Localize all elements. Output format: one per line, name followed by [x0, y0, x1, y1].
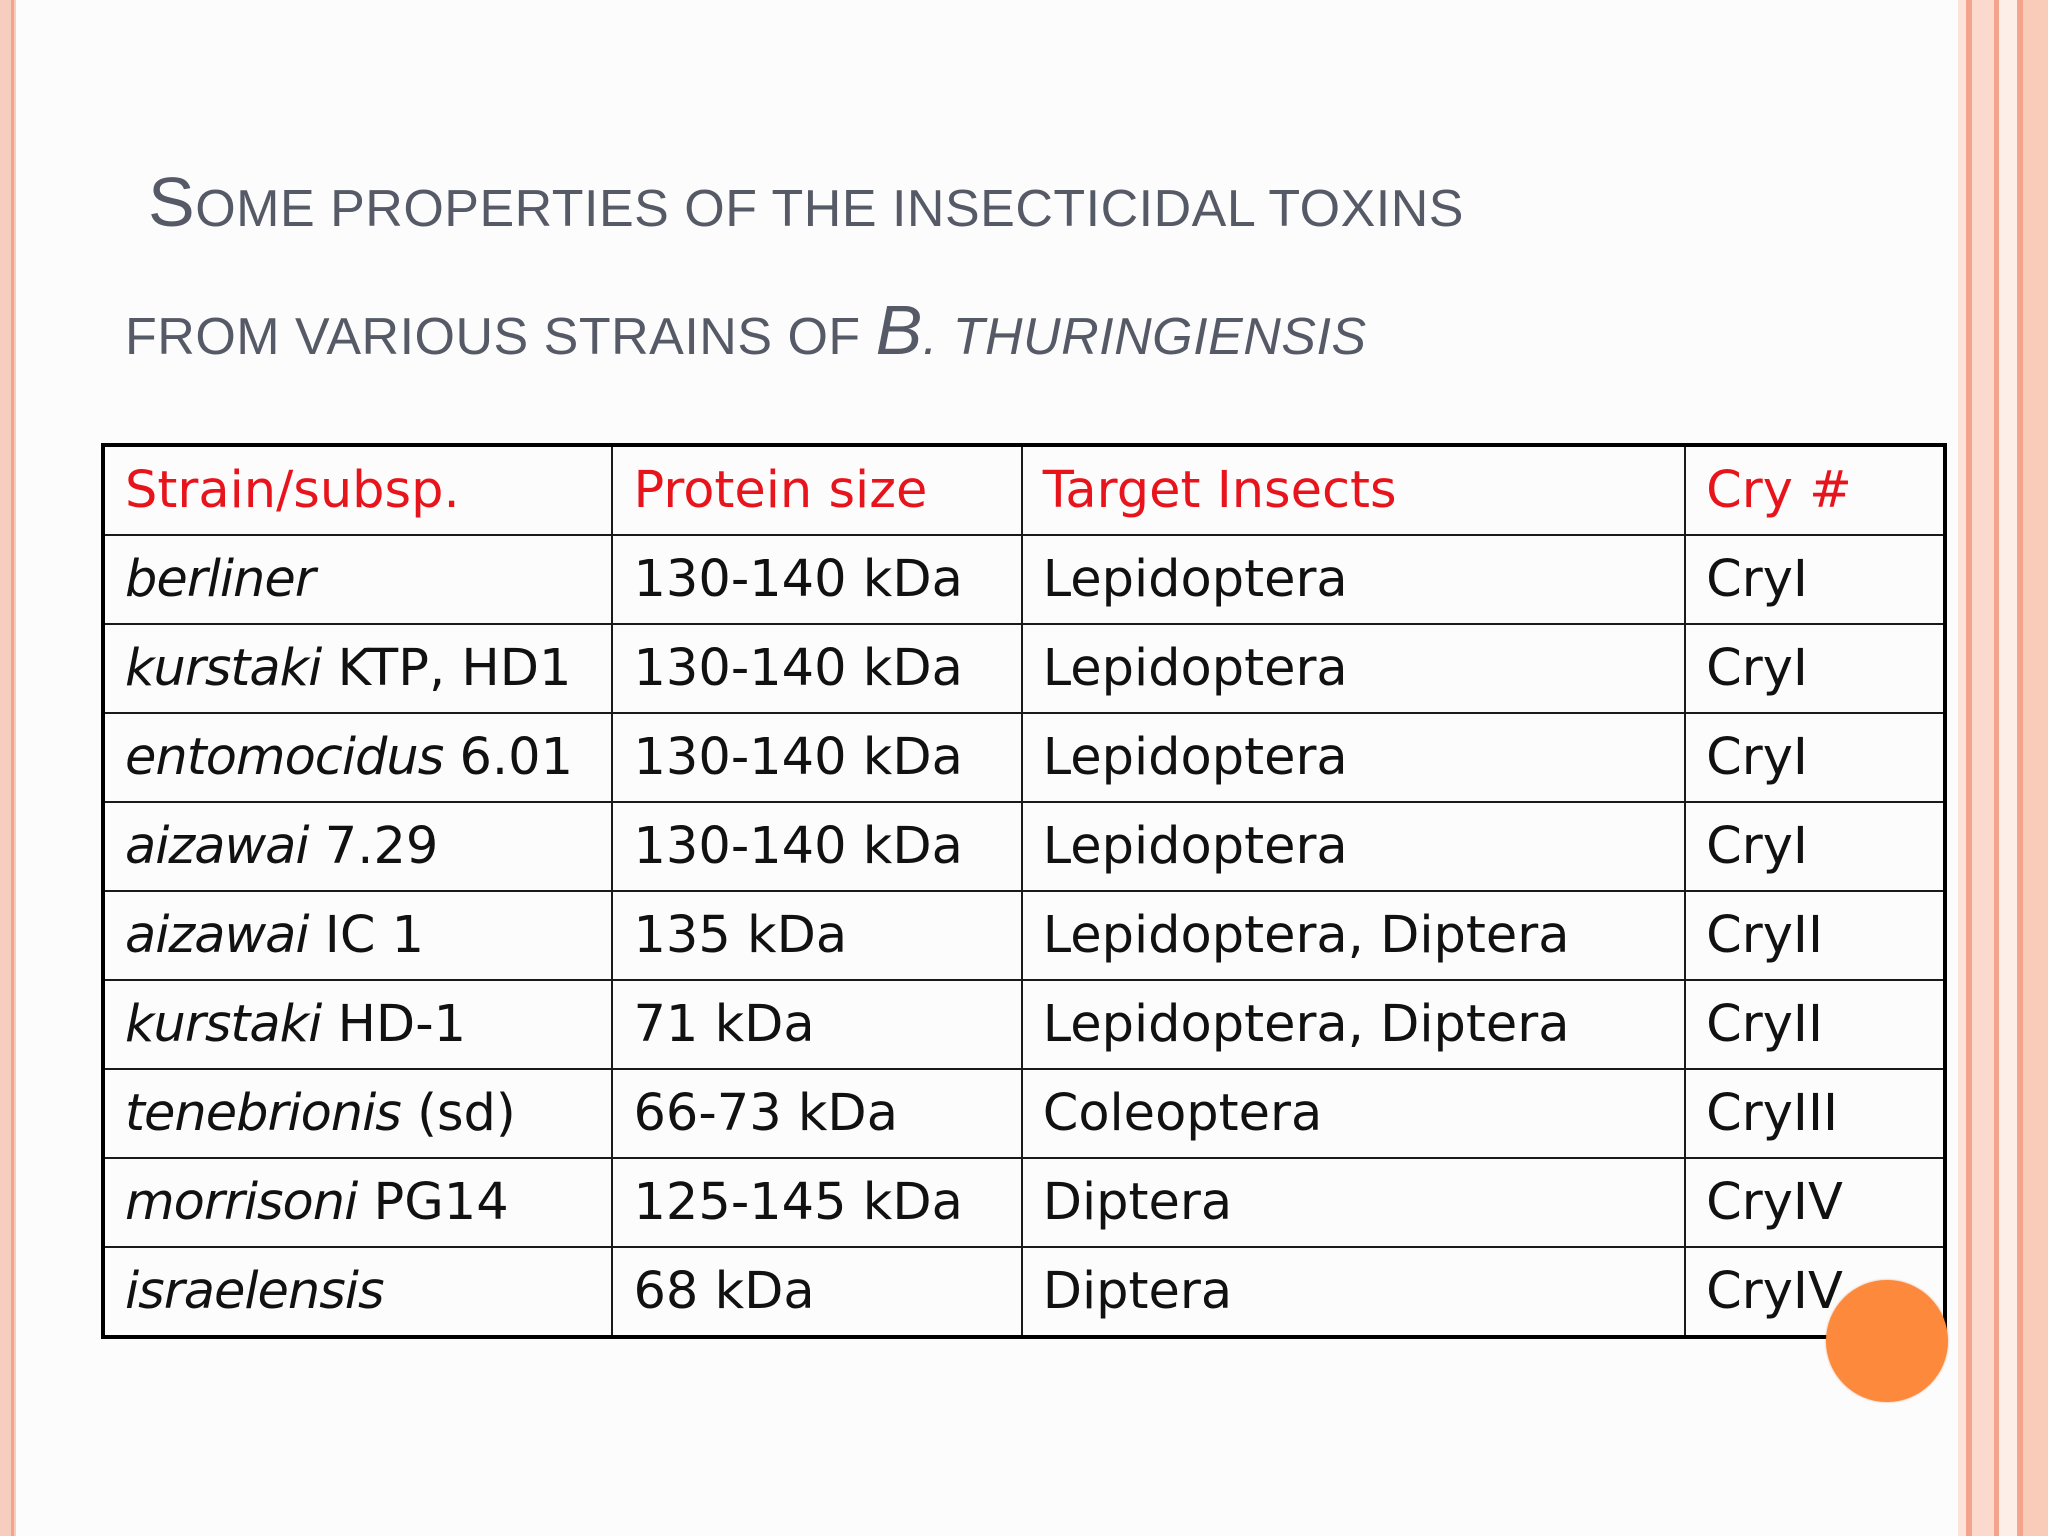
cell-target-insects: Lepidoptera [1020, 534, 1687, 625]
strain-name: aizawai [125, 817, 310, 876]
strain-name: israelensis [125, 1262, 385, 1321]
cell-strain: entomocidus 6.01 [101, 712, 614, 803]
cell-protein-size: 66-73 kDa [611, 1068, 1023, 1159]
title-genus-initial: B [875, 291, 923, 369]
strain-designation: (sd) [400, 1084, 516, 1143]
cell-protein-size: 71 kDa [611, 979, 1023, 1070]
cell-protein-size: 130-140 kDa [611, 534, 1023, 625]
cell-cry: CryI [1684, 712, 1946, 803]
strain-designation: IC 1 [308, 906, 425, 965]
left-border-line [11, 0, 14, 1536]
cell-target-insects: Diptera [1020, 1157, 1687, 1248]
header-protein-size: Protein size [611, 444, 1023, 536]
header-cry: Cry # [1684, 444, 1946, 536]
cell-target-insects: Coleoptera [1020, 1068, 1687, 1159]
header-target-insects: Target Insects [1020, 444, 1687, 536]
strain-designation: 6.01 [443, 728, 574, 787]
cell-strain: aizawai IC 1 [101, 890, 614, 981]
strain-name: morrisoni [125, 1173, 358, 1232]
table-header-row: Strain/subsp. Protein size Target Insect… [101, 444, 1946, 536]
cell-protein-size: 125-145 kDa [611, 1157, 1023, 1248]
cell-strain: kurstaki KTP, HD1 [101, 623, 614, 714]
cell-target-insects: Lepidoptera [1020, 623, 1687, 714]
cell-protein-size: 135 kDa [611, 890, 1023, 981]
cell-strain: tenebrionis (sd) [101, 1068, 614, 1159]
table-row: tenebrionis (sd) 66-73 kDa Coleoptera CryII… [101, 1068, 1946, 1159]
cell-target-insects: Lepidoptera, Diptera [1020, 890, 1687, 981]
cell-strain: kurstaki HD-1 [101, 979, 614, 1070]
table-row: kurstaki KTP, HD1 130-140 kDa Lepidoptera C… [101, 623, 1946, 714]
cell-protein-size: 130-140 kDa [611, 623, 1023, 714]
toxin-properties-table: Strain/subsp. Protein size Target Insect… [101, 443, 1947, 1339]
table-row: berliner 130-140 kDa Lepidoptera CryI [101, 534, 1946, 625]
table-row: aizawai 7.29 130-140 kDa Lepidoptera CryI [101, 801, 1946, 892]
table-row: morrisoni PG14 125-145 kDa Diptera CryIV [101, 1157, 1946, 1248]
strain-name: kurstaki [125, 639, 322, 698]
orange-circle-decoration [1826, 1280, 1948, 1402]
cell-strain: israelensis [101, 1246, 614, 1338]
cell-strain: aizawai 7.29 [101, 801, 614, 892]
cell-cry: CryI [1684, 623, 1946, 714]
strain-designation: KTP, HD1 [321, 639, 572, 698]
cell-cry: CryII [1684, 890, 1946, 981]
strain-designation: HD-1 [321, 995, 467, 1054]
strain-name: aizawai [125, 906, 310, 965]
table-row: entomocidus 6.01 130-140 kDa Lepidoptera Cr… [101, 712, 1946, 803]
title-line-1: SOME PROPERTIES OF THE INSECTICIDAL TOXI… [148, 162, 1464, 242]
title-initial: S [148, 163, 196, 241]
cell-target-insects: Lepidoptera, Diptera [1020, 979, 1687, 1070]
table-row: aizawai IC 1 135 kDa Lepidoptera, Diptera C… [101, 890, 1946, 981]
cell-strain: berliner [101, 534, 614, 625]
cell-strain: morrisoni PG14 [101, 1157, 614, 1248]
title-line-2: FROM VARIOUS STRAINS OF B. THURINGIENSIS [125, 290, 1367, 370]
right-border-decoration [1958, 0, 2048, 1536]
strain-name: entomocidus [125, 728, 444, 787]
strain-name: kurstaki [125, 995, 322, 1054]
cell-cry: CryIV [1684, 1157, 1946, 1248]
title-species: . THURINGIENSIS [922, 308, 1367, 366]
cell-cry: CryI [1684, 801, 1946, 892]
table-row: kurstaki HD-1 71 kDa Lepidoptera, Diptera C… [101, 979, 1946, 1070]
strain-name: berliner [125, 550, 316, 609]
cell-target-insects: Lepidoptera [1020, 801, 1687, 892]
cell-protein-size: 130-140 kDa [611, 801, 1023, 892]
cell-protein-size: 130-140 kDa [611, 712, 1023, 803]
strain-name: tenebrionis [125, 1084, 402, 1143]
title-line-2-text: FROM VARIOUS STRAINS OF [125, 308, 876, 366]
strain-designation: 7.29 [308, 817, 439, 876]
title-line-1-text: OME PROPERTIES OF THE INSECTICIDAL TOXIN… [195, 180, 1464, 238]
cell-cry: CryI [1684, 534, 1946, 625]
cell-target-insects: Lepidoptera [1020, 712, 1687, 803]
table-row: israelensis 68 kDa Diptera CryIV [101, 1246, 1946, 1338]
header-strain: Strain/subsp. [101, 444, 614, 536]
cell-cry: CryIII [1684, 1068, 1946, 1159]
strain-designation: PG14 [357, 1173, 509, 1232]
cell-target-insects: Diptera [1020, 1246, 1687, 1338]
cell-cry: CryII [1684, 979, 1946, 1070]
cell-protein-size: 68 kDa [611, 1246, 1023, 1338]
